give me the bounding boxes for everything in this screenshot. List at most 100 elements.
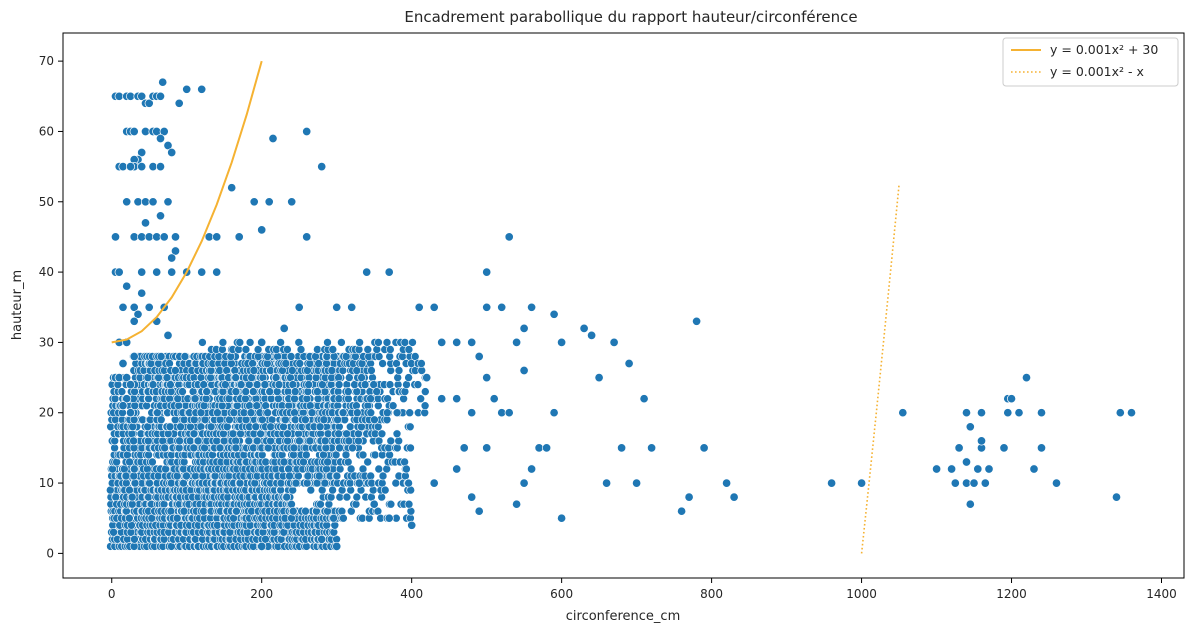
data-point	[467, 337, 477, 347]
data-point	[125, 408, 136, 418]
data-point	[117, 387, 127, 396]
data-point	[1021, 373, 1032, 383]
data-point	[172, 471, 182, 481]
data-point	[352, 492, 362, 502]
data-point	[1051, 478, 1062, 488]
data-point	[212, 267, 222, 277]
data-point	[609, 337, 619, 347]
x-tick-label: 800	[700, 587, 723, 601]
data-point	[125, 162, 136, 172]
data-point	[215, 415, 225, 425]
data-point	[344, 373, 354, 382]
data-point	[263, 408, 273, 418]
data-point	[144, 302, 154, 312]
data-point	[407, 520, 417, 530]
data-point	[189, 429, 199, 439]
data-point	[402, 464, 411, 474]
data-point	[363, 457, 373, 467]
data-point	[146, 359, 156, 368]
y-tick-label: 10	[39, 476, 54, 490]
data-point	[303, 471, 313, 481]
data-point	[348, 443, 357, 453]
data-point	[236, 429, 245, 439]
data-point	[313, 345, 322, 354]
data-point	[467, 408, 477, 418]
data-point	[327, 366, 337, 375]
data-point	[244, 436, 254, 446]
data-point	[362, 267, 372, 277]
data-point	[504, 232, 514, 242]
data-point	[329, 513, 338, 523]
data-point	[343, 387, 353, 396]
data-point	[452, 464, 462, 474]
data-point	[165, 394, 174, 404]
data-point	[632, 478, 642, 488]
data-point	[137, 232, 147, 242]
data-point	[360, 380, 370, 389]
data-point	[219, 436, 229, 446]
data-point	[167, 542, 176, 551]
data-point	[120, 464, 129, 474]
data-point	[337, 485, 347, 495]
data-point	[406, 443, 415, 453]
data-point	[1029, 464, 1039, 474]
data-point	[152, 267, 162, 277]
data-point	[482, 302, 492, 312]
data-point	[156, 352, 166, 361]
data-point	[272, 387, 282, 396]
data-point	[241, 345, 251, 354]
data-point	[304, 380, 314, 389]
data-point	[130, 534, 139, 544]
data-point	[316, 499, 325, 509]
chart-title: Encadrement parabollique du rapport haut…	[404, 8, 857, 26]
data-point	[249, 542, 258, 551]
data-point	[527, 302, 537, 312]
data-point	[155, 91, 166, 101]
data-point	[363, 345, 373, 354]
data-point	[148, 380, 158, 389]
data-point	[118, 401, 128, 411]
data-point	[386, 436, 396, 446]
data-point	[302, 232, 312, 242]
data-point	[314, 359, 323, 368]
data-point	[129, 436, 138, 446]
data-point	[385, 345, 395, 354]
data-point	[163, 429, 173, 439]
data-point	[329, 527, 339, 537]
data-point	[128, 422, 137, 432]
data-point	[235, 338, 245, 347]
data-point	[231, 387, 241, 396]
data-point	[497, 302, 507, 312]
data-point	[218, 338, 228, 347]
data-point	[999, 443, 1009, 453]
legend-label-1: y = 0.001x² + 30	[1050, 42, 1158, 57]
data-point	[380, 485, 390, 495]
legend-label-2: y = 0.001x² - x	[1050, 64, 1144, 79]
data-point	[339, 513, 348, 523]
data-point	[165, 422, 175, 432]
data-point	[383, 394, 392, 404]
data-point	[127, 499, 137, 509]
data-point	[334, 429, 344, 439]
data-point	[125, 513, 134, 523]
data-point	[519, 478, 529, 488]
data-point	[313, 387, 322, 396]
data-point	[932, 464, 942, 474]
data-point	[313, 394, 323, 404]
data-point	[404, 345, 414, 354]
data-point	[227, 183, 237, 193]
data-point	[172, 513, 182, 523]
data-point	[245, 338, 255, 347]
data-point	[155, 162, 166, 172]
data-point	[287, 513, 296, 523]
data-point	[215, 443, 225, 453]
data-point	[549, 309, 559, 319]
data-point	[404, 499, 414, 509]
data-point	[639, 394, 649, 404]
data-point	[519, 323, 529, 333]
data-point	[129, 542, 139, 551]
data-point	[125, 380, 136, 390]
data-point	[279, 457, 289, 467]
data-point	[307, 408, 317, 418]
data-point	[328, 345, 338, 354]
